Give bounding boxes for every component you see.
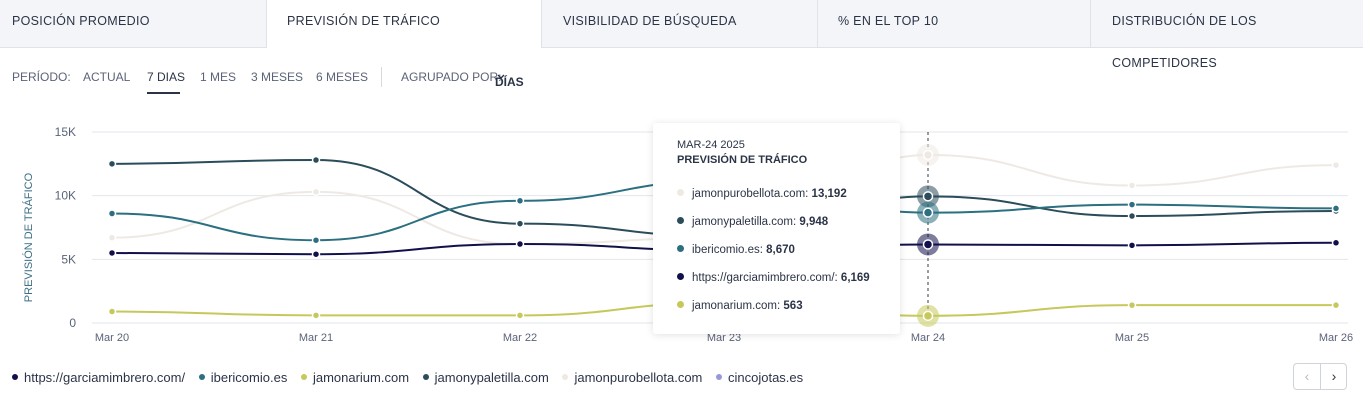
period-option-1-month[interactable]: 1 MES bbox=[200, 70, 237, 84]
tooltip-row: https://garciamimbrero.com/: 6,169 bbox=[677, 272, 870, 284]
period-option-6-months[interactable]: 6 MESES bbox=[316, 70, 369, 84]
highlight-point bbox=[922, 239, 934, 250]
chart-legend: https://garciamimbrero.com/ ibericomio.e… bbox=[12, 370, 813, 385]
highlight-point bbox=[922, 191, 934, 202]
x-tick-label: Mar 22 bbox=[503, 332, 537, 344]
data-point bbox=[515, 239, 525, 249]
chevron-right-icon[interactable]: › bbox=[1331, 368, 1337, 384]
data-point bbox=[1331, 160, 1341, 170]
tab-competitor-distribution[interactable]: DISTRIBUCIÓN DE LOS COMPETIDORES bbox=[1112, 14, 1257, 70]
chart-tooltip: MAR-24 2025 PREVISIÓN DE TRÁFICO jamonpu… bbox=[653, 123, 900, 334]
data-point bbox=[1331, 238, 1341, 248]
data-point bbox=[1127, 181, 1137, 190]
tooltip-dot bbox=[677, 189, 684, 196]
tooltip-date: MAR-24 2025 bbox=[677, 139, 745, 151]
legend-item-cincojotas[interactable]: cincojotas.es bbox=[716, 370, 803, 385]
data-point bbox=[311, 249, 321, 259]
data-point bbox=[107, 209, 117, 218]
data-point bbox=[107, 159, 117, 169]
divider bbox=[381, 67, 382, 87]
x-tick-label: Mar 20 bbox=[95, 332, 129, 344]
data-point bbox=[107, 307, 117, 316]
data-point bbox=[311, 235, 321, 245]
data-point bbox=[311, 155, 321, 165]
legend-pager: ‹ › bbox=[1293, 363, 1347, 390]
legend-dot bbox=[300, 374, 307, 380]
period-option-3-months[interactable]: 3 MESES bbox=[251, 70, 304, 84]
data-point bbox=[1127, 211, 1137, 221]
y-tick-label: 5K bbox=[61, 252, 76, 266]
chevron-left-icon[interactable]: ‹ bbox=[1294, 364, 1321, 389]
highlight-point bbox=[922, 207, 934, 218]
y-tick-label: 15K bbox=[55, 125, 76, 139]
tooltip-dot bbox=[677, 217, 684, 224]
period-option-7-days[interactable]: 7 DIAS bbox=[147, 70, 186, 84]
tooltip-row: jamonypaletilla.com: 9,948 bbox=[677, 216, 828, 228]
y-tick-label: 0 bbox=[69, 316, 76, 330]
data-point bbox=[515, 311, 525, 320]
group-by-dropdown[interactable]: DÍAS bbox=[495, 70, 524, 89]
x-tick-label: Mar 23 bbox=[707, 332, 741, 344]
tab-traffic-forecast[interactable]: PREVISIÓN DE TRÁFICO bbox=[266, 0, 542, 48]
tab-bar: POSICIÓN PROMEDIO PREVISIÓN DE TRÁFICO V… bbox=[0, 0, 1363, 70]
legend-dot bbox=[716, 374, 722, 380]
x-tick-label: Mar 26 bbox=[1319, 332, 1353, 344]
data-point bbox=[107, 248, 117, 258]
legend-dot bbox=[12, 374, 18, 380]
data-point bbox=[1127, 241, 1137, 250]
legend-item-garciamimbrero[interactable]: https://garciamimbrero.com/ bbox=[12, 370, 185, 385]
y-tick-label: 10K bbox=[55, 189, 76, 203]
legend-item-jamonarium[interactable]: jamonarium.com bbox=[300, 370, 409, 385]
data-point bbox=[107, 233, 117, 242]
data-point bbox=[1331, 204, 1341, 213]
x-tick-label: Mar 21 bbox=[299, 332, 333, 344]
selected-period-underline bbox=[147, 92, 180, 94]
tab-top-10[interactable]: % EN EL TOP 10 bbox=[818, 0, 1091, 47]
data-point bbox=[1127, 300, 1137, 310]
legend-item-jamonpurobellota[interactable]: jamonpurobellota.com bbox=[562, 370, 702, 385]
chevron-down-icon bbox=[497, 74, 505, 79]
data-point bbox=[1331, 300, 1341, 310]
tab-search-visibility[interactable]: VISIBILIDAD DE BÚSQUEDA bbox=[542, 0, 818, 47]
x-tick-label: Mar 25 bbox=[1115, 332, 1149, 344]
data-point bbox=[311, 187, 321, 197]
legend-item-jamonypaletilla[interactable]: jamonypaletilla.com bbox=[422, 370, 549, 385]
x-tick-label: Mar 24 bbox=[911, 332, 945, 344]
tooltip-dot bbox=[677, 273, 684, 280]
legend-dot bbox=[422, 374, 429, 380]
data-point bbox=[1127, 200, 1137, 209]
data-point bbox=[515, 196, 525, 206]
highlight-point bbox=[922, 310, 934, 322]
group-by-value: DÍAS bbox=[495, 75, 524, 89]
tooltip-dot bbox=[677, 301, 684, 308]
tooltip-row: jamonarium.com: 563 bbox=[677, 300, 803, 312]
tooltip-dot bbox=[677, 245, 684, 252]
group-by-label: AGRUPADO POR: bbox=[401, 70, 502, 84]
highlight-point bbox=[922, 149, 934, 161]
y-axis-label: PREVISIÓN DE TRÁFICO bbox=[22, 172, 35, 302]
tooltip-row: ibericomio.es: 8,670 bbox=[677, 244, 795, 256]
period-label: PERÍODO: bbox=[12, 70, 71, 84]
legend-item-ibericomio[interactable]: ibericomio.es bbox=[198, 370, 287, 385]
period-option-actual[interactable]: ACTUAL bbox=[83, 70, 131, 84]
legend-dot bbox=[198, 374, 205, 380]
legend-dot bbox=[562, 374, 569, 380]
data-point bbox=[515, 219, 525, 228]
data-point bbox=[311, 311, 321, 320]
tooltip-title: PREVISIÓN DE TRÁFICO bbox=[677, 154, 808, 166]
tooltip-row: jamonpurobellota.com: 13,192 bbox=[677, 188, 847, 200]
tab-average-position[interactable]: POSICIÓN PROMEDIO bbox=[0, 0, 268, 47]
